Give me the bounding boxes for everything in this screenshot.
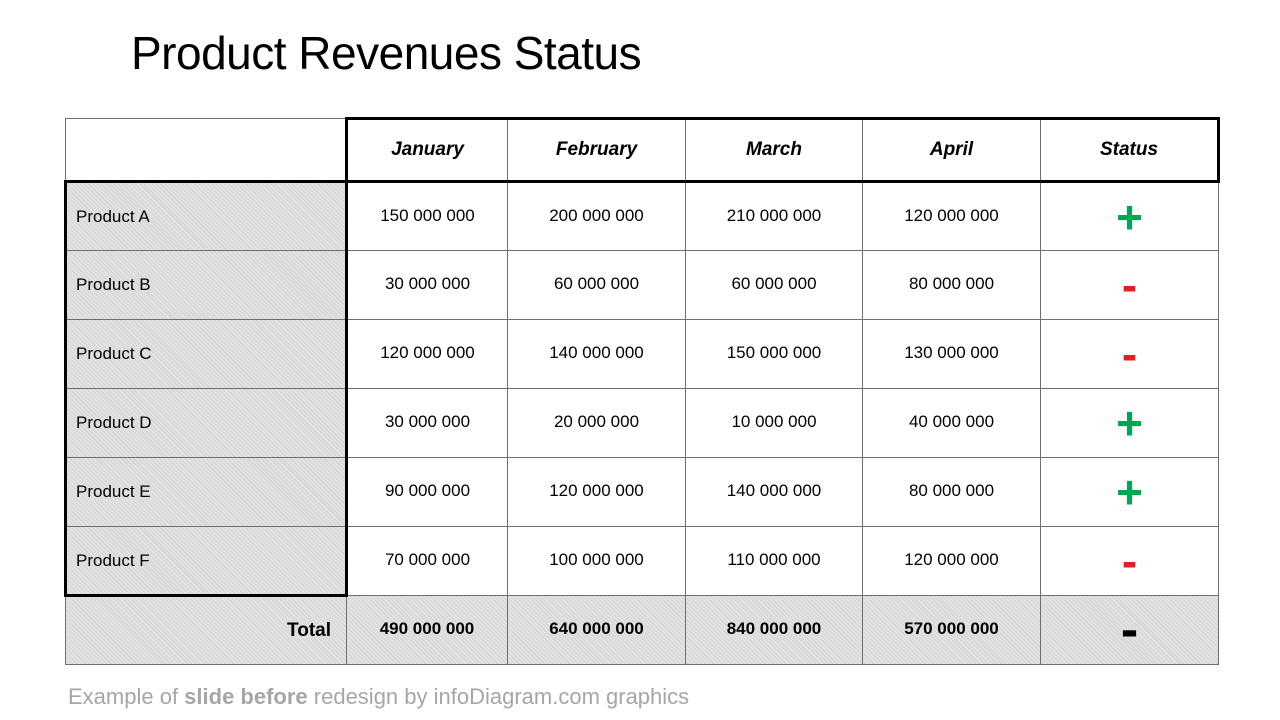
revenue-value-january: 30 000 000 — [346, 388, 508, 458]
revenue-value-february: 60 000 000 — [507, 250, 686, 320]
total-value-april: 570 000 000 — [862, 595, 1041, 665]
status-minus: - — [1040, 250, 1219, 320]
product-name: Product C — [64, 319, 348, 389]
status-plus: + — [1040, 181, 1219, 251]
total-label: Total — [65, 595, 347, 665]
revenue-value-february: 200 000 000 — [507, 181, 686, 251]
revenue-value-april: 80 000 000 — [862, 457, 1041, 527]
product-name: Product B — [64, 250, 348, 320]
slide-title: Product Revenues Status — [131, 27, 642, 79]
table-corner-cell — [65, 118, 347, 183]
footnote-bold: slide before — [184, 684, 308, 709]
product-name: Product D — [64, 388, 348, 458]
revenue-value-april: 120 000 000 — [862, 526, 1041, 596]
revenue-value-march: 110 000 000 — [685, 526, 863, 596]
revenue-value-january: 90 000 000 — [346, 457, 508, 527]
table-row: Product B 30 000 000 60 000 000 60 000 000 8… — [64, 250, 1219, 320]
status-plus: + — [1040, 388, 1219, 458]
total-value-february: 640 000 000 — [507, 595, 686, 665]
revenue-value-march: 60 000 000 — [685, 250, 863, 320]
product-name: Product F — [64, 526, 348, 597]
column-header-january: January — [345, 117, 508, 183]
footnote-suffix: redesign by infoDiagram.com graphics — [307, 684, 690, 709]
revenue-value-april: 130 000 000 — [862, 319, 1041, 389]
column-header-march: March — [685, 117, 863, 183]
table-row: Product A 150 000 000 200 000 000 210 000 0… — [64, 181, 1219, 251]
revenue-value-april: 120 000 000 — [862, 181, 1041, 251]
status-minus: - — [1040, 319, 1219, 389]
revenue-value-march: 210 000 000 — [685, 181, 863, 251]
column-header-april: April — [862, 117, 1041, 183]
total-row: Total 490 000 000 640 000 000 840 000 00… — [65, 595, 1219, 665]
revenue-value-february: 20 000 000 — [507, 388, 686, 458]
revenue-table-container: January February March April Status Prod… — [64, 117, 1220, 665]
revenue-value-january: 150 000 000 — [346, 181, 508, 251]
revenue-value-february: 120 000 000 — [507, 457, 686, 527]
table-row: Product F 70 000 000 100 000 000 110 000 00… — [64, 526, 1219, 597]
status-minus: - — [1040, 526, 1219, 596]
total-status: - — [1040, 595, 1219, 665]
table-header-row: January February March April Status — [65, 117, 1220, 183]
footnote: Example of slide before redesign by info… — [68, 684, 689, 710]
total-value-january: 490 000 000 — [346, 595, 508, 665]
product-name: Product E — [64, 457, 348, 527]
footnote-prefix: Example of — [68, 684, 185, 709]
revenue-value-march: 10 000 000 — [685, 388, 863, 458]
revenue-value-january: 70 000 000 — [346, 526, 508, 596]
revenue-value-january: 30 000 000 — [346, 250, 508, 320]
table-row: Product D 30 000 000 20 000 000 10 000 000 4… — [64, 388, 1219, 458]
status-plus: + — [1040, 457, 1219, 527]
product-name: Product A — [64, 181, 348, 251]
table-row: Product E 90 000 000 120 000 000 140 000 00… — [64, 457, 1219, 527]
revenue-value-april: 80 000 000 — [862, 250, 1041, 320]
column-header-february: February — [507, 117, 686, 183]
revenue-value-february: 100 000 000 — [507, 526, 686, 596]
table-row: Product C 120 000 000 140 000 000 150 000 0… — [64, 319, 1219, 389]
revenue-table: January February March April Status Prod… — [64, 117, 1220, 665]
revenue-value-march: 140 000 000 — [685, 457, 863, 527]
revenue-value-april: 40 000 000 — [862, 388, 1041, 458]
revenue-value-february: 140 000 000 — [507, 319, 686, 389]
total-value-march: 840 000 000 — [685, 595, 863, 665]
revenue-value-march: 150 000 000 — [685, 319, 863, 389]
column-header-status: Status — [1040, 117, 1220, 183]
revenue-value-january: 120 000 000 — [346, 319, 508, 389]
